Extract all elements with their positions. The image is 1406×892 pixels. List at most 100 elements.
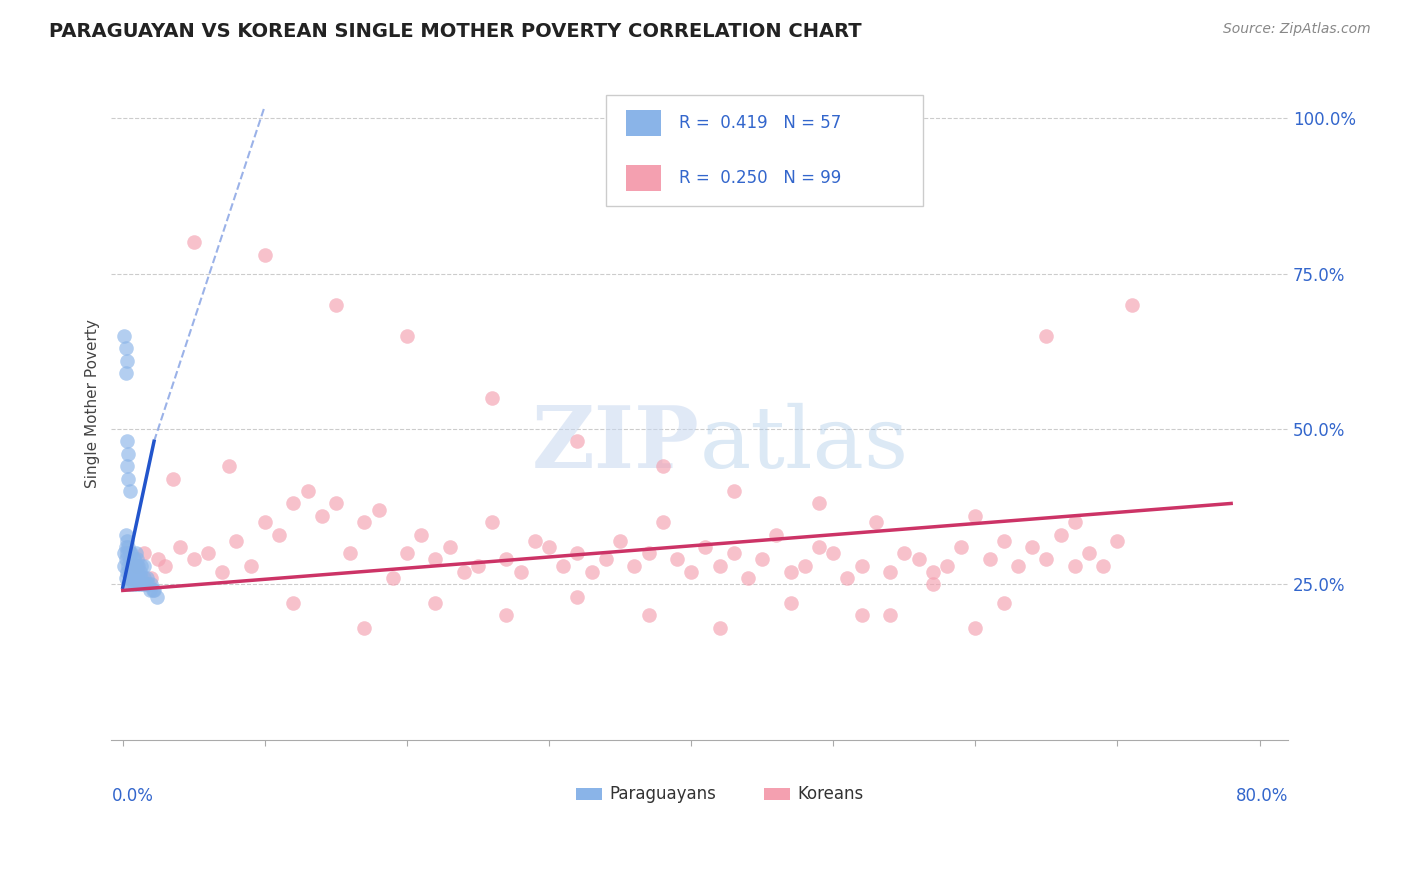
Point [129, 571, 152, 585]
Point [1092, 558, 1115, 573]
Point [1035, 328, 1057, 343]
Point [120, 546, 142, 560]
Text: Source: ZipAtlas.com: Source: ZipAtlas.com [1223, 22, 1371, 37]
Point [197, 546, 219, 560]
Point [765, 527, 787, 541]
Point [115, 533, 138, 548]
FancyBboxPatch shape [606, 95, 924, 206]
FancyBboxPatch shape [626, 165, 661, 191]
Point [723, 483, 745, 498]
Point [665, 552, 688, 566]
Point [395, 546, 418, 560]
Point [823, 546, 845, 560]
Text: Koreans: Koreans [797, 785, 863, 803]
Point [253, 248, 276, 262]
Point [495, 552, 517, 566]
Point [169, 540, 191, 554]
Point [115, 459, 138, 474]
Point [1021, 540, 1043, 554]
Point [553, 558, 575, 573]
Point [695, 540, 717, 554]
Point [381, 571, 404, 585]
Point [112, 328, 135, 343]
Point [114, 527, 136, 541]
Point [117, 577, 139, 591]
Text: PARAGUAYAN VS KOREAN SINGLE MOTHER POVERTY CORRELATION CHART: PARAGUAYAN VS KOREAN SINGLE MOTHER POVER… [49, 22, 862, 41]
Point [467, 558, 489, 573]
Point [125, 577, 148, 591]
Point [808, 496, 831, 510]
Point [950, 540, 973, 554]
Point [118, 483, 141, 498]
Point [965, 508, 987, 523]
Point [132, 558, 155, 573]
Point [148, 552, 170, 566]
Point [118, 571, 141, 585]
Point [114, 540, 136, 554]
Point [481, 515, 503, 529]
Point [112, 546, 135, 560]
Point [118, 565, 141, 579]
Point [138, 577, 160, 591]
Point [120, 558, 142, 573]
Text: atlas: atlas [700, 402, 908, 486]
FancyBboxPatch shape [765, 788, 790, 800]
Point [127, 571, 149, 585]
Point [751, 552, 773, 566]
Point [395, 328, 418, 343]
Point [1121, 298, 1143, 312]
Text: R =  0.250   N = 99: R = 0.250 N = 99 [679, 169, 841, 187]
Point [114, 552, 136, 566]
Point [132, 546, 155, 560]
Point [183, 552, 205, 566]
Point [146, 590, 169, 604]
Point [218, 459, 240, 474]
Point [121, 565, 143, 579]
Point [128, 577, 150, 591]
Point [453, 565, 475, 579]
Point [779, 596, 801, 610]
Point [637, 546, 659, 560]
Point [879, 565, 901, 579]
Point [411, 527, 433, 541]
Point [253, 515, 276, 529]
Point [523, 533, 546, 548]
Point [120, 577, 142, 591]
Point [114, 571, 136, 585]
FancyBboxPatch shape [626, 110, 661, 136]
Point [907, 552, 929, 566]
Point [567, 434, 589, 449]
Point [139, 583, 162, 598]
Point [143, 583, 166, 598]
Point [623, 558, 645, 573]
Point [121, 558, 143, 573]
Point [124, 571, 146, 585]
Point [723, 546, 745, 560]
Point [117, 558, 139, 573]
Point [283, 596, 305, 610]
Point [921, 565, 943, 579]
Y-axis label: Single Mother Poverty: Single Mother Poverty [86, 319, 100, 489]
Point [124, 546, 146, 560]
Point [339, 546, 361, 560]
Point [112, 558, 135, 573]
Point [439, 540, 461, 554]
Point [893, 546, 915, 560]
Point [142, 583, 165, 598]
Point [709, 621, 731, 635]
Point [122, 552, 145, 566]
Point [1049, 527, 1071, 541]
Point [567, 546, 589, 560]
Point [651, 459, 673, 474]
Point [1063, 515, 1085, 529]
Point [425, 596, 447, 610]
Point [134, 577, 156, 591]
Point [1063, 558, 1085, 573]
Point [122, 565, 145, 579]
Point [132, 571, 155, 585]
Point [267, 527, 290, 541]
Point [115, 546, 138, 560]
Point [121, 571, 143, 585]
Point [114, 366, 136, 380]
Text: ZIP: ZIP [531, 402, 700, 486]
